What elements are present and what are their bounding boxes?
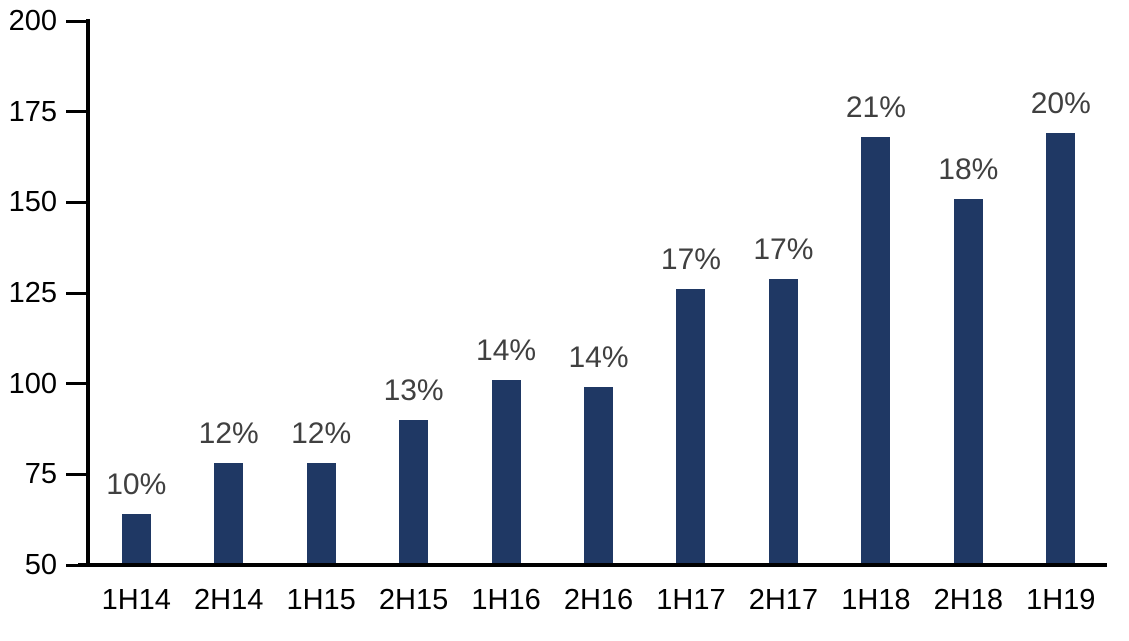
bar-slot-1h16: 14% bbox=[460, 5, 552, 565]
bar-1h17 bbox=[676, 289, 706, 565]
bar-slot-1h18: 21% bbox=[830, 5, 922, 565]
x-axis-label-2h14: 2H14 bbox=[194, 584, 264, 616]
bar-slot-2h17: 17% bbox=[737, 5, 829, 565]
y-axis-tick-label: 200 bbox=[8, 5, 57, 37]
bar-value-label: 17% bbox=[753, 232, 814, 266]
bar-2h16 bbox=[583, 387, 613, 565]
bar-value-label: 10% bbox=[106, 468, 167, 502]
bar-value-label: 18% bbox=[938, 152, 999, 186]
x-axis-label-1h19: 1H19 bbox=[1026, 584, 1096, 616]
y-axis-tick-mark bbox=[66, 472, 86, 476]
x-axis-label-1h15: 1H15 bbox=[286, 584, 356, 616]
x-axis-label-1h14: 1H14 bbox=[101, 584, 171, 616]
y-axis-tick-label: 50 bbox=[24, 549, 57, 581]
bar-value-label: 17% bbox=[660, 243, 721, 277]
x-axis-label-2h18: 2H18 bbox=[933, 584, 1003, 616]
y-axis-tick-label: 150 bbox=[8, 186, 57, 219]
bar-value-label: 13% bbox=[383, 373, 444, 407]
y-axis-tick-label: 175 bbox=[8, 95, 57, 128]
y-axis-line bbox=[86, 19, 90, 567]
y-axis-tick-mark bbox=[66, 19, 86, 23]
bar-2h18 bbox=[953, 198, 983, 565]
y-axis-tick-mark bbox=[66, 291, 86, 295]
y-axis-tick-label: 125 bbox=[8, 277, 57, 309]
bar-1h15 bbox=[306, 463, 336, 565]
bar-value-label: 14% bbox=[476, 334, 537, 368]
bars-container: 10% 12% 12% 13% 14% 14% 17% 17% 21% 18% 20% bbox=[90, 5, 1107, 565]
x-axis-label-1h17: 1H17 bbox=[656, 584, 726, 616]
bar-1h19 bbox=[1046, 133, 1076, 565]
x-axis-category-labels: 1H14 2H14 1H15 2H15 1H16 2H16 1H17 2H17 1H18 2H18… bbox=[90, 584, 1107, 616]
bar-slot-2h15: 13% bbox=[367, 5, 459, 565]
x-axis-label-2h16: 2H16 bbox=[563, 584, 634, 616]
y-axis-tick-mark bbox=[66, 110, 86, 114]
bar-slot-2h16: 14% bbox=[552, 5, 644, 565]
bar-value-label: 12% bbox=[198, 417, 259, 451]
x-axis-label-1h18: 1H18 bbox=[841, 584, 911, 616]
y-axis-tick-label: 75 bbox=[24, 458, 57, 491]
bar-slot-1h17: 17% bbox=[645, 5, 737, 565]
y-axis-tick-mark bbox=[66, 382, 86, 386]
bar-2h15 bbox=[399, 419, 429, 565]
bar-slot-2h18: 18% bbox=[922, 5, 1014, 565]
bar-value-label: 14% bbox=[568, 341, 629, 375]
bar-slot-2h14: 12% bbox=[182, 5, 274, 565]
y-axis-tick-mark bbox=[66, 200, 86, 204]
x-axis-label-2h17: 2H17 bbox=[748, 584, 819, 616]
bar-value-label: 21% bbox=[845, 91, 906, 125]
bar-2h14 bbox=[214, 463, 244, 565]
bar-slot-1h14: 10% bbox=[90, 5, 182, 565]
x-axis-line bbox=[78, 563, 1107, 567]
bar-2h17 bbox=[768, 278, 798, 565]
bar-slot-1h19: 20% bbox=[1015, 5, 1107, 565]
y-axis-tick-label: 100 bbox=[8, 367, 57, 400]
x-axis-label-1h16: 1H16 bbox=[471, 584, 541, 616]
y-axis-tick-mark bbox=[66, 563, 86, 567]
bar-1h16 bbox=[491, 380, 521, 565]
bar-value-label: 20% bbox=[1030, 87, 1091, 121]
bar-value-label: 12% bbox=[291, 417, 352, 451]
bar-1h18 bbox=[861, 137, 891, 565]
bar-1h14 bbox=[121, 514, 151, 565]
x-axis-label-2h15: 2H15 bbox=[378, 584, 449, 616]
bar-slot-1h15: 12% bbox=[275, 5, 367, 565]
